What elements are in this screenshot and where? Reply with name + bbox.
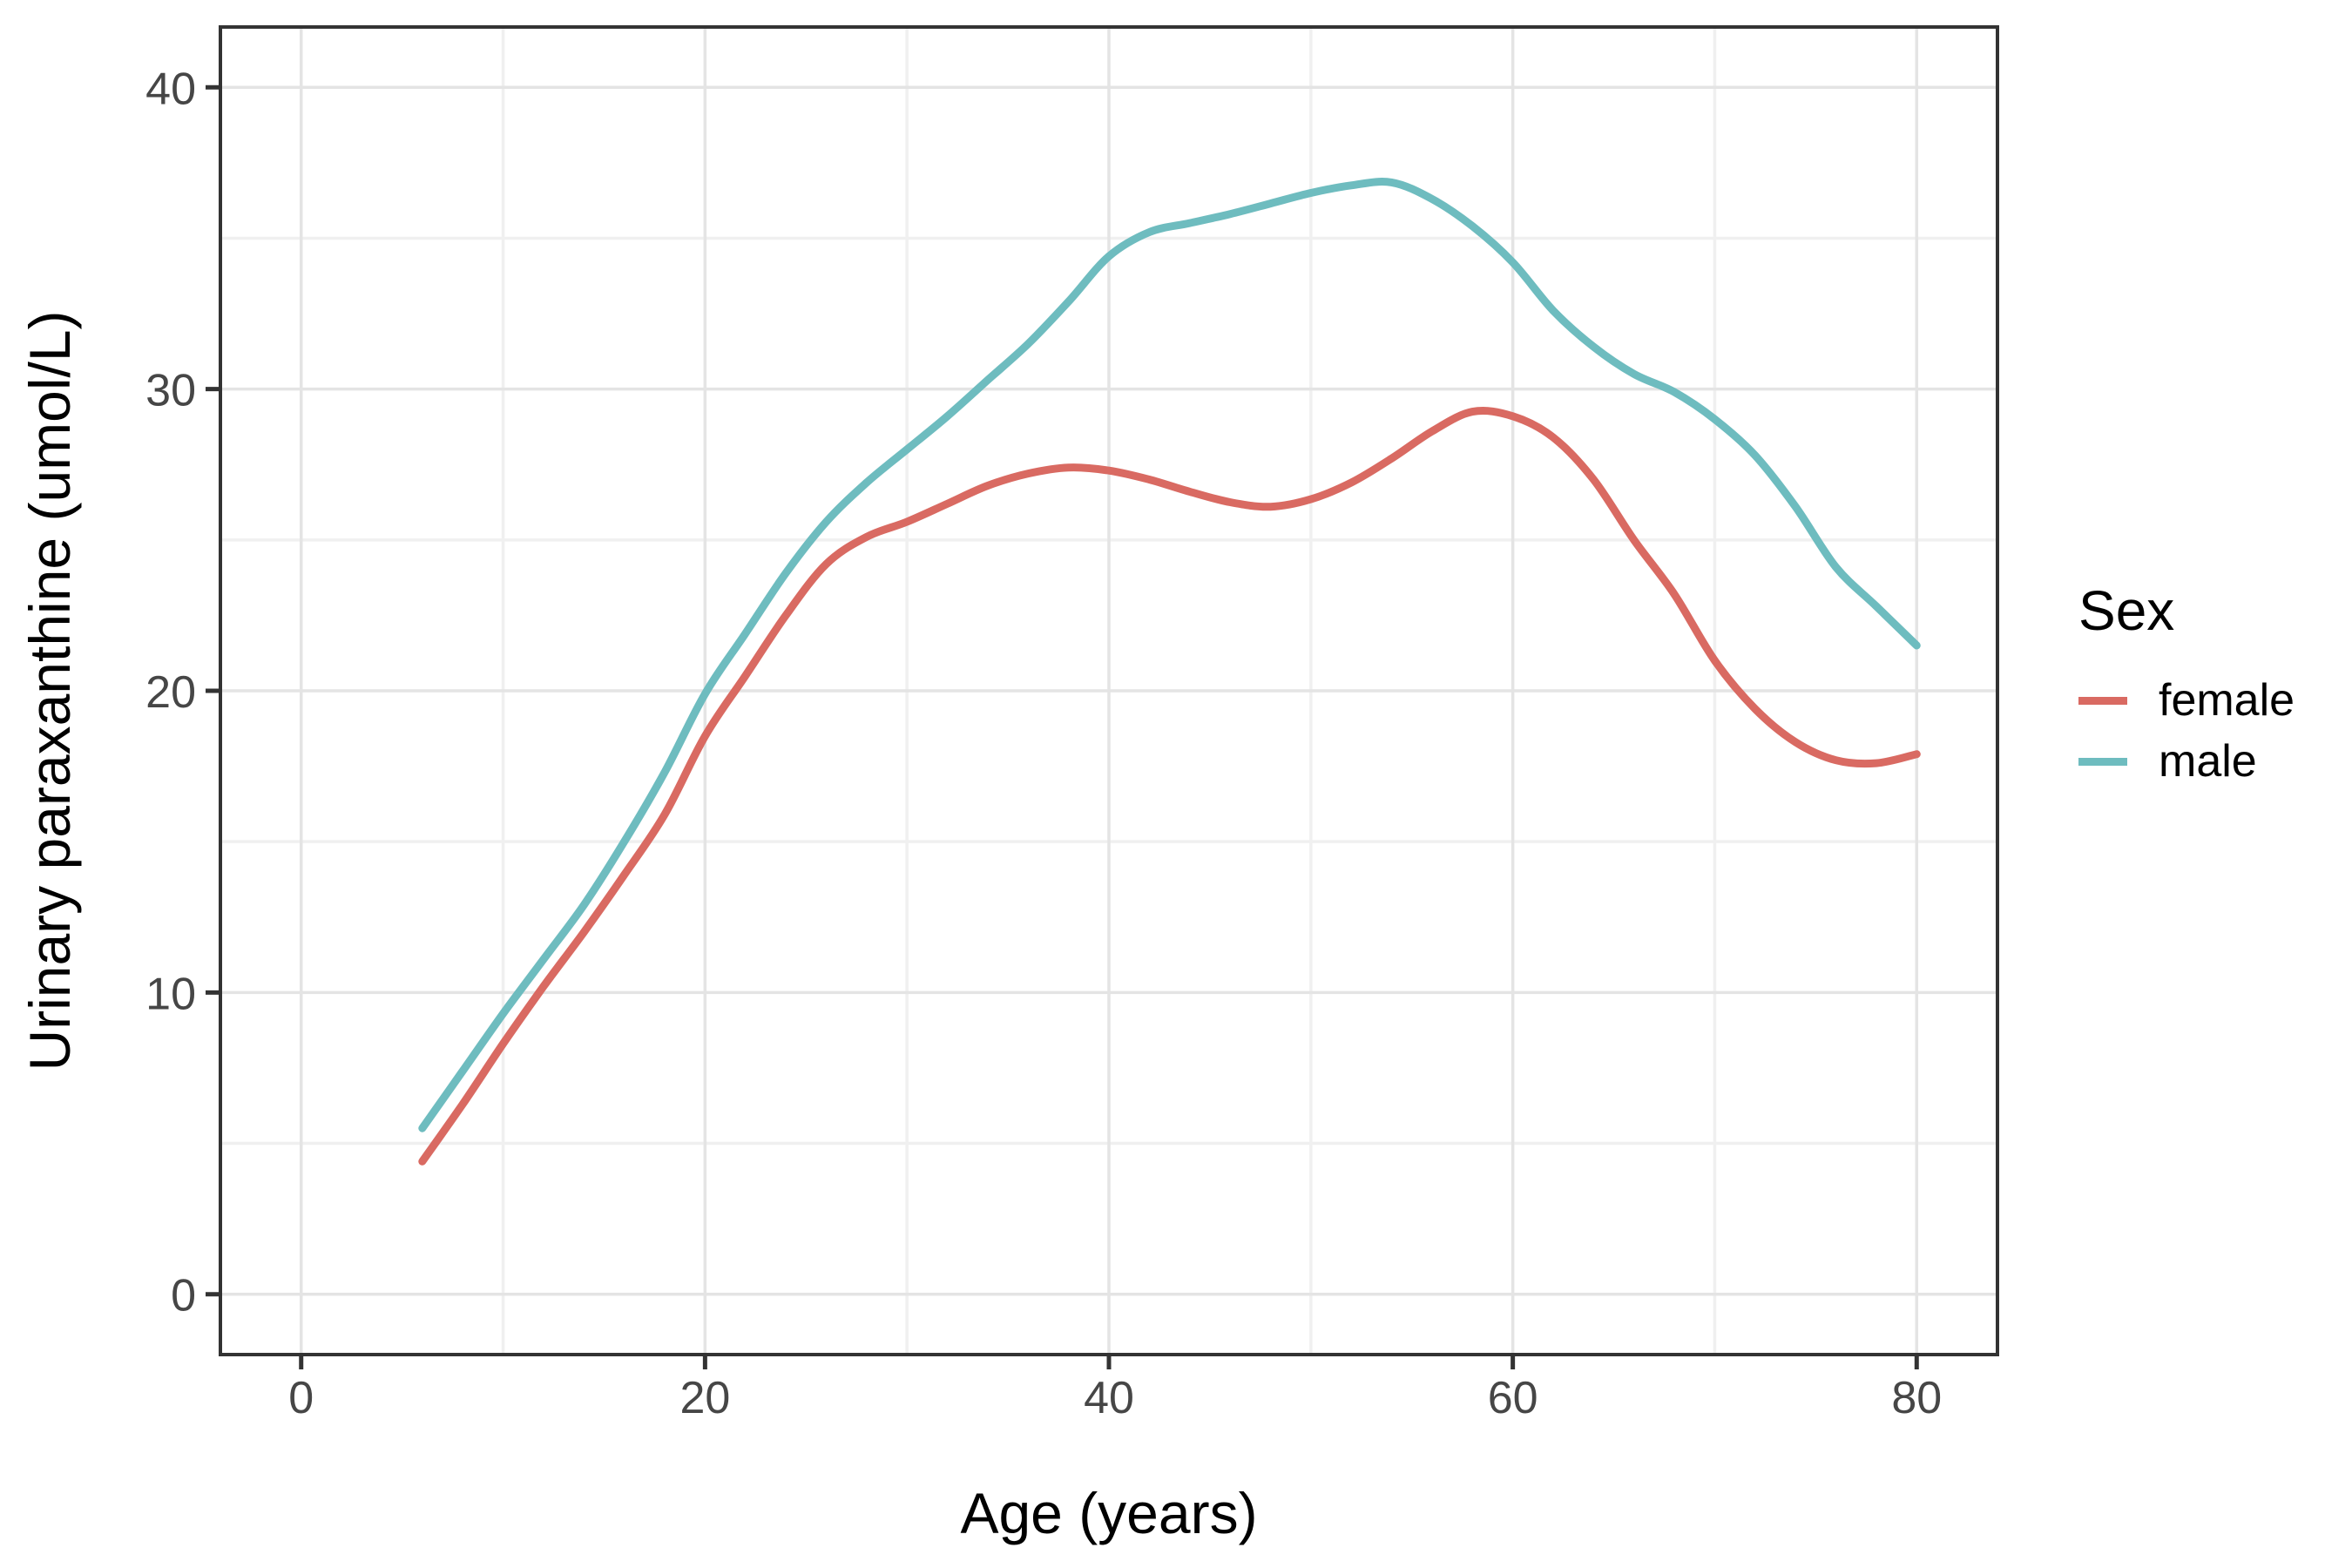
y-tick-label: 10: [145, 969, 196, 1019]
female-curve: [418, 407, 1921, 1166]
legend-label-female: female: [2159, 675, 2295, 727]
legend-title: Sex: [2078, 579, 2175, 642]
male-line-key-icon: [2078, 757, 2127, 766]
y-tick-label: 40: [145, 64, 196, 114]
y-axis-title: Urinary paraxanthine (umol/L): [17, 310, 82, 1071]
x-tick-label: 40: [1084, 1373, 1134, 1423]
x-tick-label: 20: [679, 1373, 730, 1423]
axis-ticks: [206, 84, 1919, 1369]
y-tick-label: 30: [145, 366, 196, 416]
y-tick-label: 20: [145, 667, 196, 718]
female-line-key-icon: [2078, 696, 2127, 705]
legend-label-male: male: [2159, 736, 2257, 787]
legend-item-male: male: [2078, 731, 2295, 792]
x-tick-label: 80: [1891, 1373, 1942, 1423]
legend: Sex female male: [2078, 579, 2295, 792]
axis-tick-labels: 0 20 40 60 80 0 10 20 30 40: [145, 64, 1942, 1423]
legend-item-female: female: [2078, 670, 2295, 731]
male-curve: [418, 178, 1921, 1132]
curves: [418, 178, 1921, 1166]
major-gridlines: [220, 27, 1997, 1355]
x-tick-label: 0: [288, 1373, 314, 1423]
y-tick-label: 0: [171, 1271, 196, 1321]
legend-items: female male: [2078, 670, 2295, 792]
x-axis-title: Age (years): [960, 1481, 1257, 1545]
x-tick-label: 60: [1488, 1373, 1538, 1423]
